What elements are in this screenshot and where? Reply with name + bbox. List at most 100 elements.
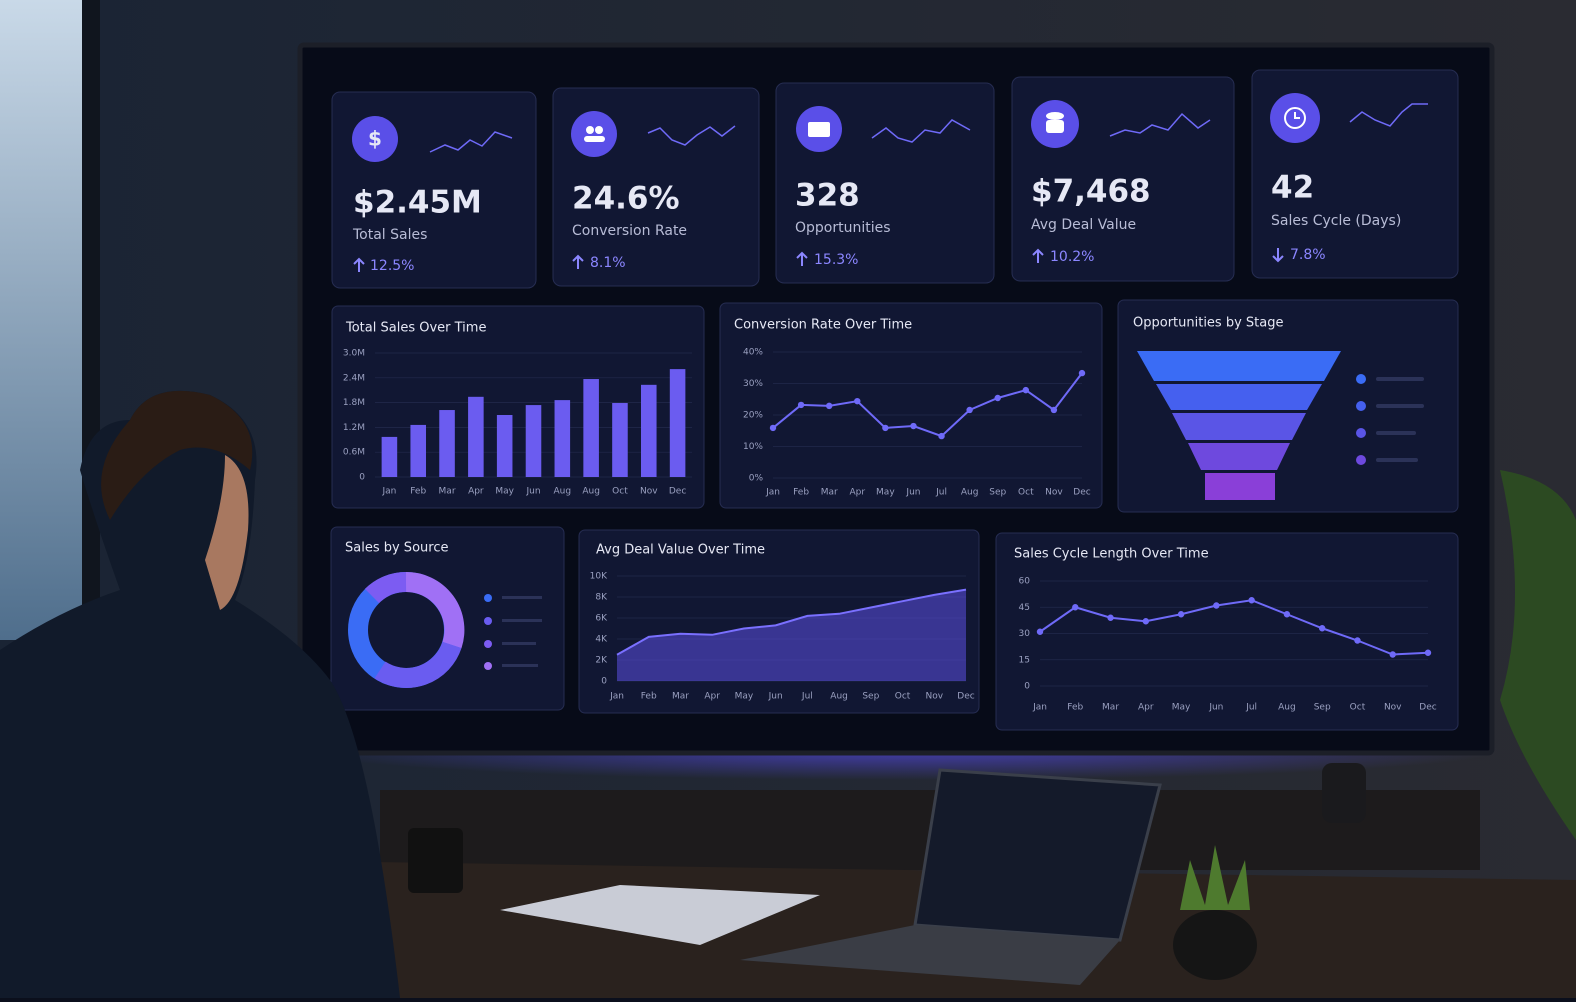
x-tick-label: Mar <box>672 692 689 702</box>
x-tick-label: Jan <box>1032 703 1047 713</box>
window <box>0 0 82 640</box>
funnel-stage <box>1172 413 1306 440</box>
y-tick-label: 20% <box>743 411 763 421</box>
x-tick-label: Jul <box>801 692 813 702</box>
point <box>825 402 833 410</box>
plots: 0 0.6M 1.2M 1.8M 2.4M 3.0M Jan Feb Mar Apr May Jun A… <box>343 348 1437 713</box>
room <box>0 390 1576 999</box>
kpi-card: $ $2.45M Total Sales 12.5% <box>331 91 537 289</box>
x-tick-label: Jul <box>935 488 947 498</box>
bar <box>669 369 686 477</box>
kpi-label: Avg Deal Value <box>1031 217 1136 233</box>
legend-line <box>1376 377 1424 381</box>
icon <box>571 111 617 157</box>
chart-title: Total Sales Over Time <box>345 321 486 336</box>
window-frame <box>82 0 100 640</box>
point <box>1354 637 1361 644</box>
laptop-base <box>740 925 1120 985</box>
arrow-up <box>353 257 365 272</box>
icon-glyph <box>586 126 594 134</box>
icon-glyph <box>1284 107 1306 129</box>
area <box>617 589 966 681</box>
point <box>1107 614 1114 621</box>
x-tick-label: Jun <box>768 692 783 702</box>
legend-line <box>1376 431 1416 435</box>
y-tick-label: 15 <box>1019 655 1030 665</box>
kpi-value: $7,468 <box>1031 174 1151 210</box>
legend <box>1356 374 1424 465</box>
arrow-up <box>1032 248 1044 263</box>
y-tick-label: 1.8M <box>343 398 365 408</box>
kpi-card: $7,468 Avg Deal Value 10.2% <box>1011 76 1235 282</box>
point <box>882 424 889 432</box>
x-tick-label: Mar <box>439 487 456 497</box>
kpi-value: 42 <box>1271 170 1314 206</box>
y-tick-label: 0 <box>359 473 365 483</box>
legend-line <box>1376 404 1424 408</box>
legend-line <box>1376 458 1418 462</box>
x-tick-label: May <box>1172 703 1191 713</box>
funnel <box>1137 351 1341 500</box>
point <box>938 432 945 440</box>
legend-dot <box>1356 374 1366 384</box>
hair <box>101 390 253 520</box>
line <box>616 588 967 656</box>
kpi-change: 8.1% <box>590 255 626 271</box>
sparkline <box>871 119 971 143</box>
panel: Opportunities by Stage <box>1117 299 1459 513</box>
y-tick-label: 30 <box>1019 629 1031 639</box>
legend-dot <box>1356 428 1366 438</box>
bar <box>583 379 599 477</box>
x-tick-label: Oct <box>1350 703 1366 713</box>
y-tick-label: 10% <box>743 442 763 452</box>
icon-glyph <box>595 126 603 134</box>
x-tick-label: Apr <box>1138 703 1154 713</box>
point <box>994 394 1001 402</box>
legend-dot <box>1356 455 1366 465</box>
point <box>1142 618 1150 625</box>
kpi-change: 12.5% <box>370 258 414 274</box>
papers <box>500 885 820 945</box>
kpi-value: 24.6% <box>572 181 680 217</box>
kpi-card: 24.6% Conversion Rate 8.1% <box>552 87 760 287</box>
icon <box>352 116 398 162</box>
donut-slice <box>405 571 465 649</box>
x-tick-label: Aug <box>830 692 848 702</box>
donut-slice <box>374 641 462 688</box>
x-tick-label: Dec <box>1419 703 1436 713</box>
kpi-value: $2.45M <box>353 185 482 221</box>
person <box>0 390 400 999</box>
y-tick-label: 45 <box>1019 603 1030 613</box>
x-tick-label: Dec <box>957 692 974 702</box>
y-tick-label: 8K <box>595 593 608 603</box>
arrow-up <box>572 254 584 269</box>
panel-bg <box>995 532 1459 731</box>
donut-slice <box>364 571 407 604</box>
point <box>910 422 917 430</box>
x-tick-label: Apr <box>468 487 484 497</box>
panel: Sales Cycle Length Over Time <box>995 532 1459 731</box>
plant <box>1180 845 1250 910</box>
x-tick-label: May <box>876 488 895 498</box>
icon-glyph <box>808 122 830 137</box>
point <box>1078 369 1086 377</box>
point <box>1050 406 1058 414</box>
x-tick-label: Aug <box>1278 703 1296 713</box>
legend-dot <box>484 594 492 602</box>
x-tick-label: Sep <box>862 692 879 702</box>
bar <box>554 400 571 477</box>
x-tick-label: May <box>495 487 514 497</box>
x-tick-label: Jan <box>381 487 396 497</box>
x-tick-label: Aug <box>961 488 979 498</box>
legend-dot <box>484 617 492 625</box>
legend <box>484 594 542 670</box>
panel-bg <box>719 302 1103 509</box>
kpi-label: Conversion Rate <box>572 223 687 239</box>
sparkline <box>647 125 736 146</box>
x-tick-label: Oct <box>1018 488 1034 498</box>
kpi-value: 328 <box>795 178 860 214</box>
x-tick-label: Mar <box>1102 703 1119 713</box>
bar <box>496 415 513 477</box>
plant-leaves <box>1500 470 1576 840</box>
